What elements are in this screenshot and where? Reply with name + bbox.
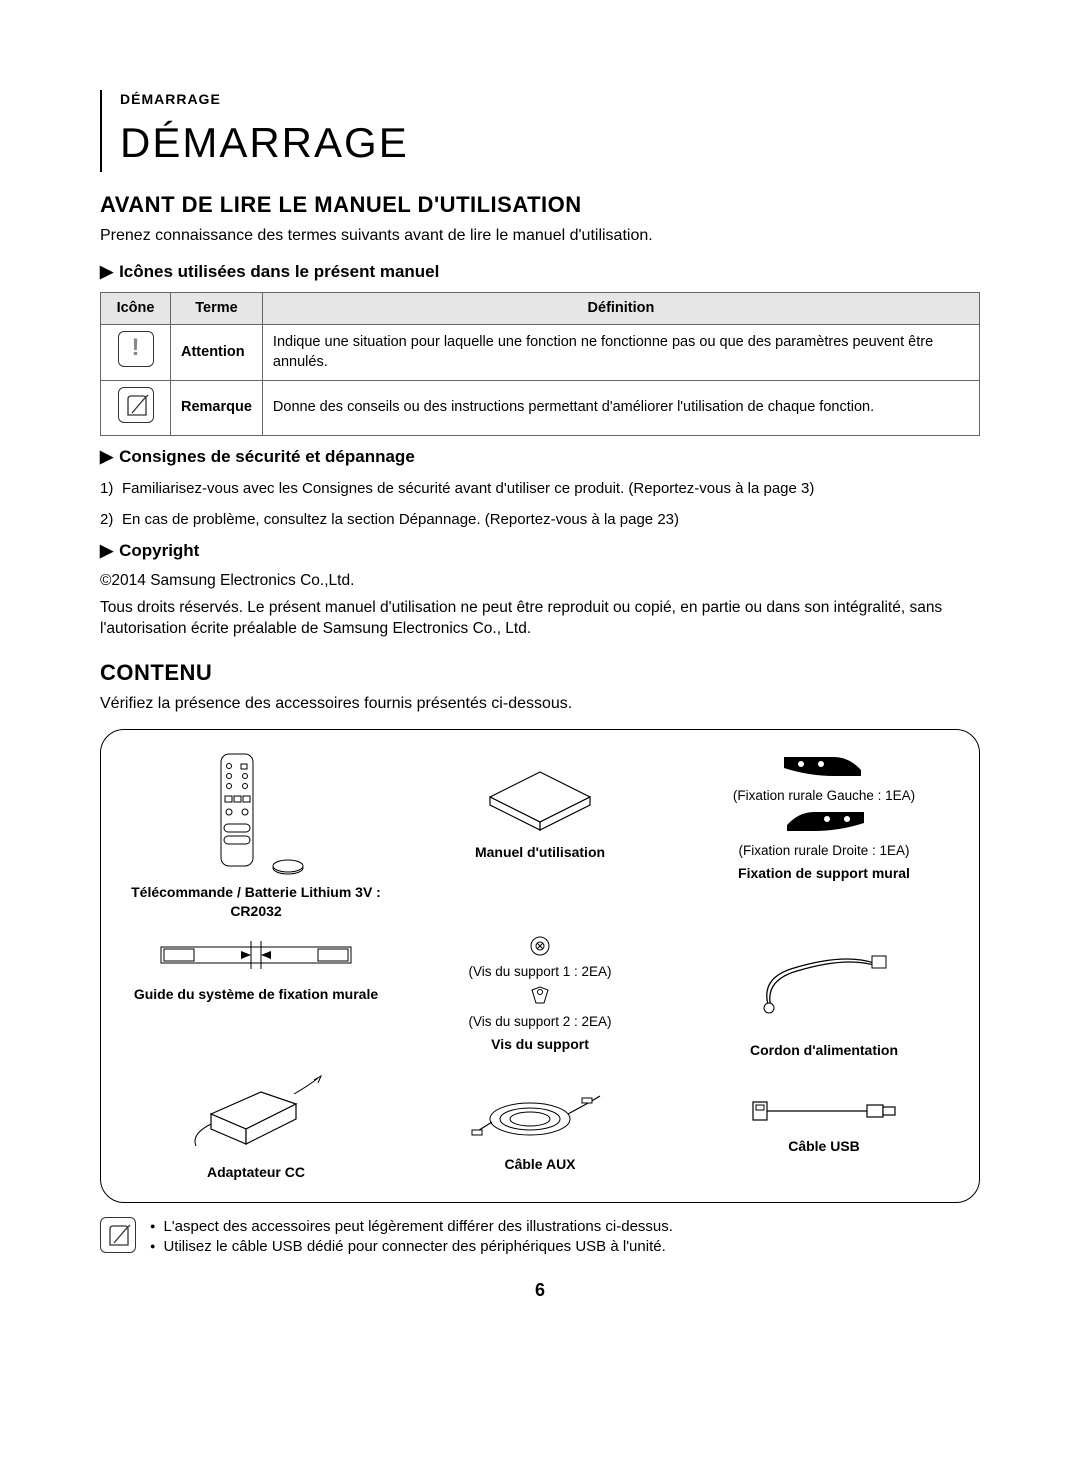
bracket-right-icon [779, 807, 869, 835]
icon-cell-note [101, 380, 171, 436]
heading-contenu: CONTENU [100, 658, 980, 688]
def-attention: Indique une situation pour laquelle une … [262, 325, 979, 381]
adapter-icon [186, 1074, 326, 1152]
aux-cable-icon [470, 1074, 610, 1144]
th-term: Terme [171, 292, 263, 325]
acc-screws: (Vis du support 1 : 2EA) (Vis du support… [403, 927, 677, 1065]
acc-guide: Guide du système de fixation murale [119, 927, 393, 1065]
acc-power: Cordon d'alimentation [687, 927, 961, 1065]
table-row: Attention Indique une situation pour laq… [101, 325, 980, 381]
list-item: 1)Familiarisez-vous avec les Consignes d… [100, 479, 980, 499]
attention-icon [118, 331, 154, 367]
icons-table: Icône Terme Définition Attention Indique… [100, 292, 980, 437]
remote-icon [207, 752, 267, 872]
subheading-copyright: ▶Copyright [100, 540, 980, 563]
page-number: 6 [100, 1278, 980, 1302]
intro-contenu: Vérifiez la présence des accessoires fou… [100, 693, 980, 715]
subheading-icons: ▶Icônes utilisées dans le présent manuel [100, 261, 980, 284]
wall-guide-icon [156, 935, 356, 975]
note-icon [118, 387, 154, 423]
subheading-safety: ▶Consignes de sécurité et dépannage [100, 446, 980, 469]
heading-avant: AVANT DE LIRE LE MANUEL D'UTILISATION [100, 190, 980, 220]
th-def: Définition [262, 292, 979, 325]
acc-usb: Câble USB [687, 1066, 961, 1186]
arrow-icon: ▶ [100, 447, 113, 466]
copyright-para: Tous droits réservés. Le présent manuel … [100, 598, 980, 640]
acc-manual: Manuel d'utilisation [403, 744, 677, 925]
notes-block: L'aspect des accessoires peut légèrement… [100, 1217, 980, 1258]
term-note: Remarque [171, 380, 263, 436]
copyright-line: ©2014 Samsung Electronics Co.,Ltd. [100, 571, 980, 592]
arrow-icon: ▶ [100, 541, 113, 560]
section-label: DÉMARRAGE [120, 90, 980, 109]
list-item: Utilisez le câble USB dédié pour connect… [150, 1237, 673, 1257]
manual-icon [470, 752, 610, 832]
acc-adapter: Adaptateur CC [119, 1066, 393, 1186]
intro-avant: Prenez connaissance des termes suivants … [100, 225, 980, 247]
icon-cell-attention [101, 325, 171, 381]
power-cord-icon [754, 935, 894, 1031]
arrow-icon: ▶ [100, 262, 113, 281]
acc-aux: Câble AUX [403, 1066, 677, 1186]
safety-list: 1)Familiarisez-vous avec les Consignes d… [100, 479, 980, 530]
screw2-icon [529, 984, 551, 1006]
note-icon [100, 1217, 136, 1253]
page-title: DÉMARRAGE [120, 115, 980, 172]
term-attention: Attention [171, 325, 263, 381]
usb-cable-icon [749, 1096, 899, 1126]
list-item: L'aspect des accessoires peut légèrement… [150, 1217, 673, 1237]
screw1-icon [529, 935, 551, 957]
def-note: Donne des conseils ou des instructions p… [262, 380, 979, 436]
th-icon: Icône [101, 292, 171, 325]
bracket-left-icon [779, 752, 869, 780]
list-item: 2)En cas de problème, consultez la secti… [100, 510, 980, 530]
acc-remote: Télécommande / Batterie Lithium 3V : CR2… [119, 744, 393, 925]
accessories-panel: Télécommande / Batterie Lithium 3V : CR2… [100, 729, 980, 1203]
table-row: Remarque Donne des conseils ou des instr… [101, 380, 980, 436]
acc-brackets: (Fixation rurale Gauche : 1EA) (Fixation… [687, 744, 961, 925]
battery-icon [271, 859, 305, 877]
